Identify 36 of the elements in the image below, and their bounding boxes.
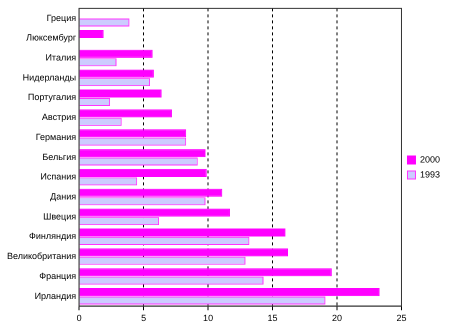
bar (80, 109, 172, 118)
x-tick-label: 25 (396, 313, 406, 324)
y-tick-label: Греция (46, 12, 76, 23)
x-tick-label: 0 (76, 313, 82, 324)
bar (80, 50, 153, 58)
bar (80, 90, 162, 98)
bar (80, 268, 332, 276)
y-tick-label: Нидерланды (22, 72, 76, 82)
y-tick-label: Германия (36, 132, 76, 142)
y-tick-label: Италия (45, 52, 76, 63)
y-tick-label: Дания (50, 191, 76, 202)
y-tick-label: Португалия (28, 92, 76, 102)
y-tick-label: Австрия (42, 112, 76, 122)
bar (80, 288, 380, 296)
y-tick-label: Люксембург (26, 32, 77, 43)
y-tick-label: Испания (40, 172, 76, 182)
bar (80, 188, 222, 197)
y-tick-label: Франция (39, 270, 76, 281)
y-tick-label: Великобритания (6, 251, 76, 262)
bar (80, 149, 206, 158)
y-tick-label: Швеция (43, 211, 76, 222)
bar (80, 70, 154, 78)
x-tick-label: 5 (141, 313, 146, 324)
x-tick-label: 10 (203, 313, 214, 324)
bar (80, 228, 286, 237)
bar (80, 30, 104, 38)
x-tick-label: 15 (268, 313, 278, 324)
y-tick-label: Финляндия (29, 231, 76, 242)
y-tick-label: Ирландия (34, 290, 76, 301)
bar (80, 129, 186, 138)
legend-label: 1993 (420, 169, 440, 180)
bar (80, 168, 207, 177)
legend-label: 2000 (420, 154, 440, 164)
y-tick-label: Бельгия (42, 152, 76, 162)
x-tick-label: 20 (332, 313, 342, 324)
bar (80, 208, 230, 217)
